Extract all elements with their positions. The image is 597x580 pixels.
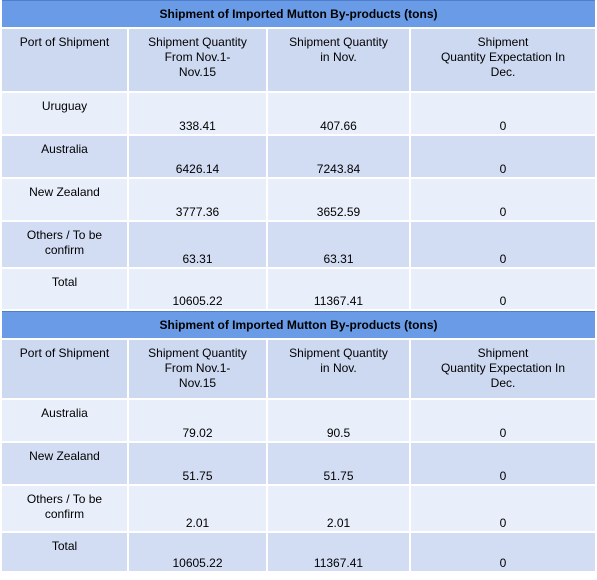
header-row: Port of Shipment Shipment Quantity From … (0, 27, 597, 93)
nov1-15-cell: 338.41 (127, 91, 268, 136)
dec-cell: 0 (409, 398, 597, 443)
table-row: New Zealand 3777.36 3652.59 0 (0, 177, 597, 222)
nov-cell: 63.31 (266, 220, 411, 269)
nov1-15-cell: 3777.36 (127, 177, 268, 222)
nov1-15-cell: 10605.22 (127, 531, 268, 573)
table-row: Others / To be confirm 2.01 2.01 0 (0, 484, 597, 533)
header-nov: Shipment Quantity in Nov. (266, 27, 411, 93)
table-row: Others / To be confirm 63.31 63.31 0 (0, 220, 597, 269)
shipment-table-2: Shipment of Imported Mutton By-products … (0, 311, 597, 573)
header-row: Port of Shipment Shipment Quantity From … (0, 338, 597, 400)
table-row: Australia 79.02 90.5 0 (0, 398, 597, 443)
table-row-total: Total 10605.22 11367.41 0 (0, 531, 597, 573)
port-cell: Uruguay (0, 91, 129, 136)
nov-cell: 11367.41 (266, 531, 411, 573)
nov-cell: 90.5 (266, 398, 411, 443)
table-row: New Zealand 51.75 51.75 0 (0, 441, 597, 486)
port-cell: Total (0, 267, 129, 311)
shipment-table-1: Shipment of Imported Mutton By-products … (0, 0, 597, 311)
nov-cell: 11367.41 (266, 267, 411, 311)
dec-cell: 0 (409, 531, 597, 573)
header-port: Port of Shipment (0, 27, 129, 93)
header-dec: Shipment Quantity Expectation In Dec. (409, 27, 597, 93)
dec-cell: 0 (409, 484, 597, 533)
port-cell: Others / To be confirm (0, 220, 129, 269)
nov1-15-cell: 79.02 (127, 398, 268, 443)
nov1-15-cell: 51.75 (127, 441, 268, 486)
nov1-15-cell: 6426.14 (127, 134, 268, 179)
dec-cell: 0 (409, 134, 597, 179)
header-dec: Shipment Quantity Expectation In Dec. (409, 338, 597, 400)
nov1-15-cell: 2.01 (127, 484, 268, 533)
dec-cell: 0 (409, 267, 597, 311)
table-row-total: Total 10605.22 11367.41 0 (0, 267, 597, 311)
nov-cell: 2.01 (266, 484, 411, 533)
table-row: Uruguay 338.41 407.66 0 (0, 91, 597, 136)
nov-cell: 51.75 (266, 441, 411, 486)
port-cell: New Zealand (0, 177, 129, 222)
header-nov1-15: Shipment Quantity From Nov.1- Nov.15 (127, 27, 268, 93)
nov-cell: 407.66 (266, 91, 411, 136)
nov1-15-cell: 63.31 (127, 220, 268, 269)
port-cell: Others / To be confirm (0, 484, 129, 533)
dec-cell: 0 (409, 91, 597, 136)
port-cell: Total (0, 531, 129, 573)
dec-cell: 0 (409, 220, 597, 269)
port-cell: Australia (0, 134, 129, 179)
table-title-row: Shipment of Imported Mutton By-products … (0, 0, 597, 29)
nov-cell: 3652.59 (266, 177, 411, 222)
table-title: Shipment of Imported Mutton By-products … (0, 0, 597, 29)
header-nov1-15: Shipment Quantity From Nov.1- Nov.15 (127, 338, 268, 400)
dec-cell: 0 (409, 441, 597, 486)
port-cell: New Zealand (0, 441, 129, 486)
port-cell: Australia (0, 398, 129, 443)
table-title-row: Shipment of Imported Mutton By-products … (0, 311, 597, 340)
table-row: Australia 6426.14 7243.84 0 (0, 134, 597, 179)
header-port: Port of Shipment (0, 338, 129, 400)
dec-cell: 0 (409, 177, 597, 222)
table-title: Shipment of Imported Mutton By-products … (0, 311, 597, 340)
nov-cell: 7243.84 (266, 134, 411, 179)
nov1-15-cell: 10605.22 (127, 267, 268, 311)
header-nov: Shipment Quantity in Nov. (266, 338, 411, 400)
